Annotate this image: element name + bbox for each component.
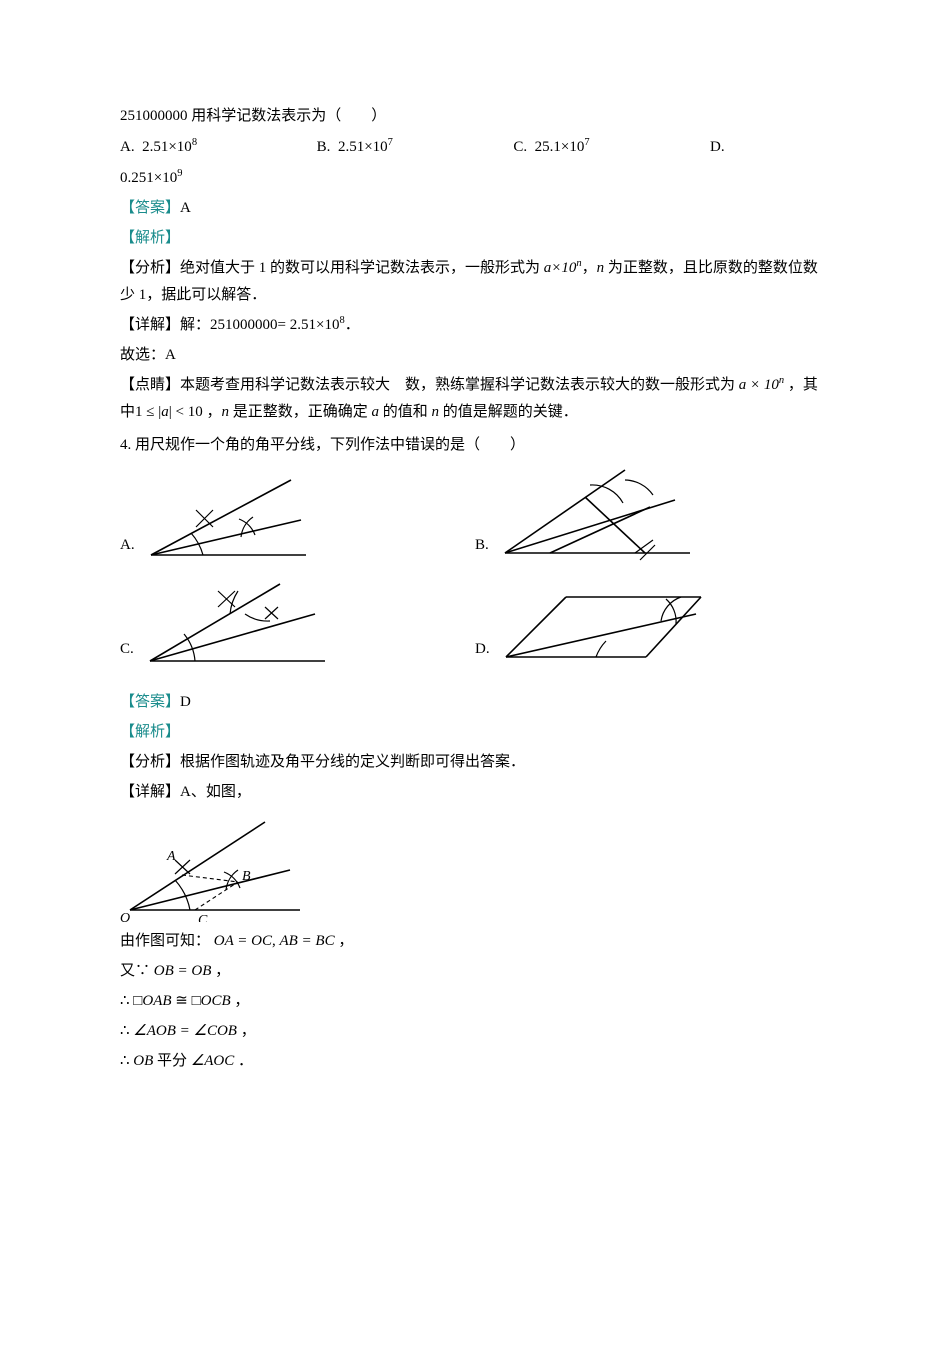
svg-text:B: B bbox=[242, 869, 251, 884]
q3-guxuan: 故选：A bbox=[120, 342, 830, 369]
proof-diagram: A B C O bbox=[120, 812, 310, 922]
q3-stem: 251000000 用科学记数法表示为（ ） bbox=[120, 103, 830, 130]
q4-stem: 4. 用尺规作一个角的角平分线，下列作法中错误的是（ ） bbox=[120, 432, 830, 459]
q4-xiangjie: 【详解】A、如图， bbox=[120, 779, 830, 806]
option-d-value-line: 0.251×109 bbox=[120, 165, 830, 192]
option-d-value: 0.251×109 bbox=[120, 170, 182, 186]
proof-line-4: ∴ ∠AOB = ∠COB ， bbox=[120, 1018, 830, 1045]
q4-a-label: A. bbox=[120, 532, 135, 559]
proof-line-5: ∴ OB 平分 ∠AOC ． bbox=[120, 1048, 830, 1075]
answer-label: 【答案】 bbox=[120, 200, 180, 216]
option-a-label: A. bbox=[120, 139, 135, 155]
option-a: A. 2.51×108 bbox=[120, 134, 277, 161]
q3-dianjing: 【点睛】本题考查用科学记数法表示较大 数，熟练掌握科学记数法表示较大的数一般形式… bbox=[120, 372, 830, 426]
q4-xiangjie-label: 【详解】 bbox=[120, 784, 180, 800]
q4-option-d: D. bbox=[475, 579, 830, 669]
q4-fenxi-label: 【分析】 bbox=[120, 754, 180, 770]
q4-option-a: A. bbox=[120, 465, 475, 565]
q3-options: A. 2.51×108 B. 2.51×107 C. 25.1×107 D. bbox=[120, 134, 830, 161]
diagram-b bbox=[495, 465, 695, 565]
q3-jiexi: 【解析】 bbox=[120, 225, 830, 252]
diagram-d bbox=[496, 579, 706, 669]
proof-line-2: 又∵ OB = OB ， bbox=[120, 958, 830, 985]
proof-line-3: ∴ □OAB ≅ □OCB ， bbox=[120, 988, 830, 1015]
q4-answer: 【答案】D bbox=[120, 689, 830, 716]
svg-text:C: C bbox=[198, 913, 208, 922]
option-d-label: D. bbox=[710, 139, 725, 155]
option-c-label: C. bbox=[513, 139, 527, 155]
q4-b-label: B. bbox=[475, 532, 489, 559]
option-c-value: 25.1×107 bbox=[535, 139, 590, 155]
q4-option-c: C. bbox=[120, 579, 475, 669]
fenxi-label: 【分析】 bbox=[120, 260, 180, 276]
option-b: B. 2.51×107 bbox=[317, 134, 474, 161]
diagram-a bbox=[141, 475, 311, 565]
q3-xiangjie: 【详解】解：251000000= 2.51×108． bbox=[120, 312, 830, 339]
q4-option-b: B. bbox=[475, 465, 830, 565]
option-b-label: B. bbox=[317, 139, 331, 155]
svg-text:A: A bbox=[166, 849, 176, 864]
q3-answer: 【答案】A bbox=[120, 195, 830, 222]
q4-fenxi: 【分析】根据作图轨迹及角平分线的定义判断即可得出答案． bbox=[120, 749, 830, 776]
q4-jiexi: 【解析】 bbox=[120, 719, 830, 746]
q3-fenxi: 【分析】绝对值大于 1 的数可以用科学记数法表示，一般形式为 a×10n，n 为… bbox=[120, 255, 830, 309]
q4-c-label: C. bbox=[120, 636, 134, 663]
diagram-c bbox=[140, 579, 330, 669]
proof-line-1: 由作图可知： OA = OC, AB = BC ， bbox=[120, 928, 830, 955]
q4-answer-label: 【答案】 bbox=[120, 694, 180, 710]
answer-value: A bbox=[180, 200, 191, 216]
option-b-value: 2.51×107 bbox=[338, 139, 393, 155]
option-d: D. bbox=[710, 134, 830, 161]
svg-text:O: O bbox=[120, 911, 130, 922]
q4-options: A. B. bbox=[120, 465, 830, 683]
option-a-value: 2.51×108 bbox=[142, 139, 197, 155]
xiangjie-label: 【详解】 bbox=[120, 317, 180, 333]
q4-d-label: D. bbox=[475, 636, 490, 663]
option-c: C. 25.1×107 bbox=[513, 134, 670, 161]
q4-answer-value: D bbox=[180, 694, 191, 710]
dianjing-label: 【点睛】 bbox=[120, 377, 180, 393]
